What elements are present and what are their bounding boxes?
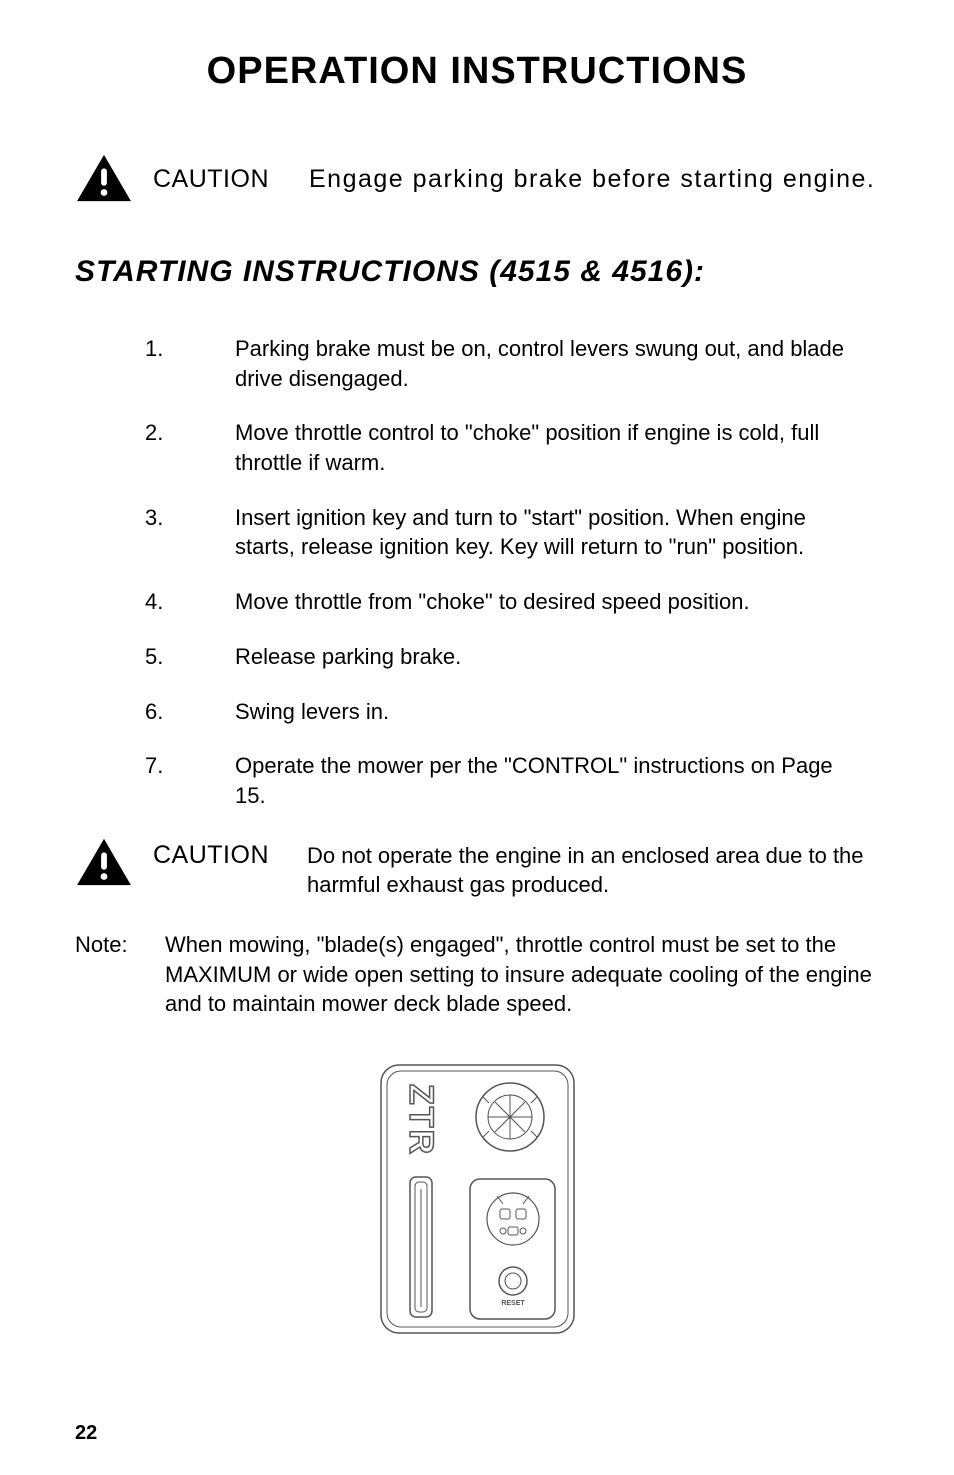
caution-block-1: CAUTION Engage parking brake before star… xyxy=(75,153,879,205)
list-item: 6. Swing levers in. xyxy=(145,697,879,727)
svg-text:RESET: RESET xyxy=(501,1300,525,1307)
page-number: 22 xyxy=(75,1422,97,1445)
note-label: Note: xyxy=(75,930,165,1019)
item-number: 6. xyxy=(145,697,235,727)
list-item: 2. Move throttle control to "choke" posi… xyxy=(145,418,879,477)
list-item: 4. Move throttle from "choke" to desired… xyxy=(145,587,879,617)
item-number: 1. xyxy=(145,334,235,393)
item-text: Operate the mower per the "CONTROL" inst… xyxy=(235,751,879,810)
page-title: OPERATION INSTRUCTIONS xyxy=(75,50,879,93)
item-text: Move throttle from "choke" to desired sp… xyxy=(235,587,879,617)
list-item: 1. Parking brake must be on, control lev… xyxy=(145,334,879,393)
note-block: Note: When mowing, "blade(s) engaged", t… xyxy=(75,930,879,1019)
list-item: 3. Insert ignition key and turn to "star… xyxy=(145,503,879,562)
item-text: Insert ignition key and turn to "start" … xyxy=(235,503,879,562)
warning-triangle-icon xyxy=(75,153,133,205)
warning-triangle-icon xyxy=(75,837,133,889)
caution-block-2: CAUTION Do not operate the engine in an … xyxy=(75,841,879,900)
caution-label: CAUTION xyxy=(153,165,269,194)
item-number: 7. xyxy=(145,751,235,810)
item-text: Release parking brake. xyxy=(235,642,879,672)
svg-text:ZTR: ZTR xyxy=(402,1084,440,1156)
item-text: Parking brake must be on, control levers… xyxy=(235,334,879,393)
item-number: 5. xyxy=(145,642,235,672)
instruction-list: 1. Parking brake must be on, control lev… xyxy=(75,334,879,811)
list-item: 7. Operate the mower per the "CONTROL" i… xyxy=(145,751,879,810)
item-number: 2. xyxy=(145,418,235,477)
caution-text: Engage parking brake before starting eng… xyxy=(309,165,875,194)
item-number: 4. xyxy=(145,587,235,617)
note-text: When mowing, "blade(s) engaged", throttl… xyxy=(165,930,879,1019)
caution-label: CAUTION xyxy=(153,841,269,870)
section-heading: STARTING INSTRUCTIONS (4515 & 4516): xyxy=(75,255,879,289)
list-item: 5. Release parking brake. xyxy=(145,642,879,672)
control-panel-diagram: ZTR RESET xyxy=(75,1059,879,1339)
item-text: Swing levers in. xyxy=(235,697,879,727)
item-text: Move throttle control to "choke" positio… xyxy=(235,418,879,477)
item-number: 3. xyxy=(145,503,235,562)
caution-text: Do not operate the engine in an enclosed… xyxy=(307,841,879,900)
